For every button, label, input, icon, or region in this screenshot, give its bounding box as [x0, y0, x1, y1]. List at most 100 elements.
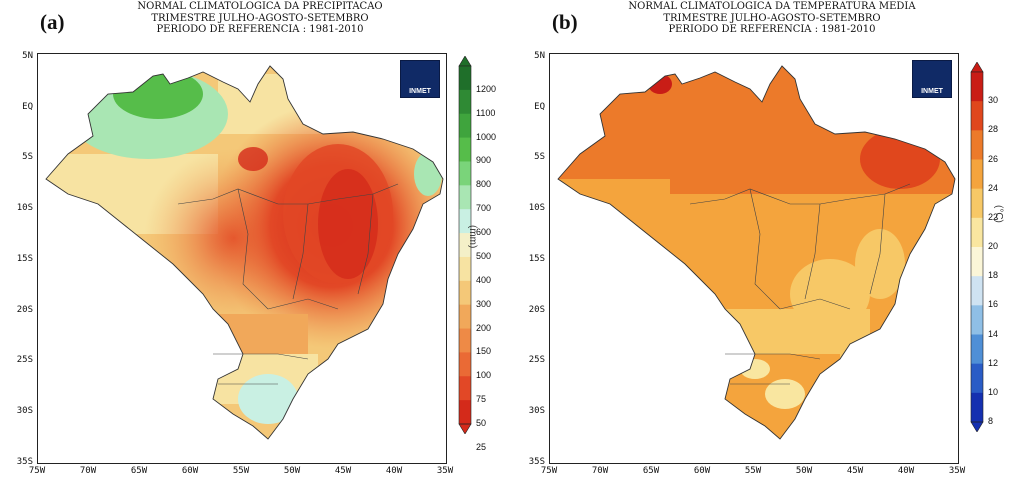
colorbar-tick-label: 200 [476, 322, 492, 333]
lon-tick-label: 40W [385, 466, 403, 476]
lon-tick-label: 75W [540, 466, 558, 476]
colorbar-tick-label: 8 [988, 416, 994, 426]
colorbar-segment [459, 89, 471, 115]
lon-tick-label: 60W [181, 466, 199, 476]
colorbar-segment [971, 101, 983, 131]
colorbar-segment [459, 256, 471, 282]
colorbar-tick-label: 800 [476, 179, 492, 190]
colorbar-tick-label: 700 [476, 203, 492, 214]
colorbar-segment [459, 328, 471, 353]
colorbar-segment [971, 188, 983, 219]
precipitation-panel: (a) NORMAL CLIMATOLOGICA DA PRECIPITACAO… [16, 1, 497, 476]
lon-tick-label: 70W [79, 466, 97, 476]
colorbar-graphic [458, 55, 472, 435]
colorbar-tick-label: 500 [476, 250, 492, 261]
lat-tick-label: 5S [22, 152, 33, 163]
colorbar-tick-label: 1000 [476, 131, 497, 142]
panel-title: NORMAL CLIMATOLOGICA DA TEMPERATURA MEDI… [628, 1, 916, 35]
lat-tick-label: 10S [528, 203, 545, 214]
map-graphic [45, 65, 444, 440]
lon-tick-label: 75W [28, 466, 46, 476]
lat-tick-label: 35S [16, 456, 33, 467]
precipitation-map: INMET [37, 53, 447, 464]
colorbar-tick-label: 16 [988, 299, 999, 310]
lat-tick-label: 5N [534, 51, 545, 61]
colorbar-tick-label: 10 [988, 386, 999, 397]
colorbar-segment [971, 130, 983, 160]
colorbar-tick-label: 12 [988, 357, 999, 368]
inmet-logo: INMET [912, 60, 952, 98]
lat-tick-label: 15S [528, 253, 545, 264]
colorbar-frame [458, 65, 472, 425]
colorbar-segment [971, 392, 983, 423]
colorbar-tick-label: 26 [988, 153, 999, 164]
colorbar-segment [459, 352, 471, 377]
colorbar-segment [459, 185, 471, 210]
colorbar-segment [459, 233, 471, 258]
lat-tick-label: 20S [16, 304, 33, 315]
colorbar-top-arrow [970, 61, 984, 73]
colorbar-tick-label: 20 [988, 241, 999, 251]
lat-tick-label: 20S [528, 304, 545, 315]
lon-tick-label: 70W [591, 466, 609, 476]
colorbar-tick-label: 22 [988, 211, 999, 222]
lon-tick-label: 45W [846, 466, 864, 476]
colorbar-segment [971, 276, 983, 306]
colorbar-segment [459, 66, 471, 91]
unit-label: (°C) [993, 205, 1004, 223]
colorbar-segment [459, 376, 471, 401]
colorbar-tick-label: 50 [476, 418, 487, 428]
colorbar-segment [971, 334, 983, 365]
colorbar-tick-label: 75 [476, 394, 487, 405]
lon-tick-label: 35W [948, 466, 966, 476]
colorbar-segment [459, 280, 471, 306]
lon-tick-label: 50W [283, 466, 301, 476]
temperature-panel: (b) NORMAL CLIMATOLOGICA DA TEMPERATURA … [512, 0, 1024, 485]
lon-tick-label: 50W [795, 466, 813, 476]
colorbar-graphic [970, 61, 984, 433]
colorbar-tick-label: 1200 [476, 83, 497, 94]
lat-tick-label: 10S [16, 203, 33, 214]
lon-tick-label: 55W [232, 466, 250, 476]
lat-tick-label: 5S [534, 152, 545, 163]
lon-tick-label: 40W [897, 466, 915, 476]
colorbar-tick-label: 600 [476, 227, 492, 238]
colorbar-tick-label: 28 [988, 124, 999, 135]
colorbar-segment [459, 304, 471, 330]
lon-tick-label: 65W [130, 466, 148, 476]
colorbar-tick-label: 25 [476, 441, 487, 452]
colorbar-segment [971, 159, 983, 190]
colorbar-tick-label: 18 [988, 270, 999, 281]
colorbar-bottom-arrow [970, 421, 984, 433]
colorbar-tick-label: 14 [988, 328, 999, 339]
lat-tick-label: EQ [534, 101, 545, 112]
colorbar-segment [971, 72, 983, 102]
colorbar [458, 55, 472, 438]
panel-label: (a) [40, 10, 65, 34]
colorbar-segment [459, 161, 471, 186]
lat-tick-label: 5N [22, 51, 33, 61]
lat-tick-label: 30S [16, 405, 33, 416]
colorbar [970, 61, 984, 436]
colorbar-segment [971, 305, 983, 335]
inmet-logo: INMET [400, 60, 440, 98]
colorbar-bottom-arrow [458, 423, 472, 435]
colorbar-top-arrow [458, 55, 472, 67]
colorbar-segment [971, 247, 983, 277]
colorbar-frame [970, 71, 984, 423]
colorbar-segment [459, 209, 471, 234]
colorbar-segment [971, 217, 983, 248]
lon-tick-label: 45W [334, 466, 352, 476]
colorbar-tick-label: 900 [476, 155, 492, 166]
lat-tick-label: EQ [22, 101, 33, 112]
lat-tick-label: 25S [528, 355, 545, 366]
colorbar-segment [971, 363, 983, 394]
lat-tick-label: 15S [16, 253, 33, 264]
colorbar-tick-label: 100 [476, 370, 492, 381]
colorbar-tick-label: 24 [988, 182, 999, 193]
panel-label: (b) [552, 10, 578, 34]
map-graphic [557, 65, 956, 440]
lat-tick-label: 35S [528, 456, 545, 467]
colorbar-tick-label: 300 [476, 298, 492, 309]
temperature-map: INMET [549, 53, 959, 464]
